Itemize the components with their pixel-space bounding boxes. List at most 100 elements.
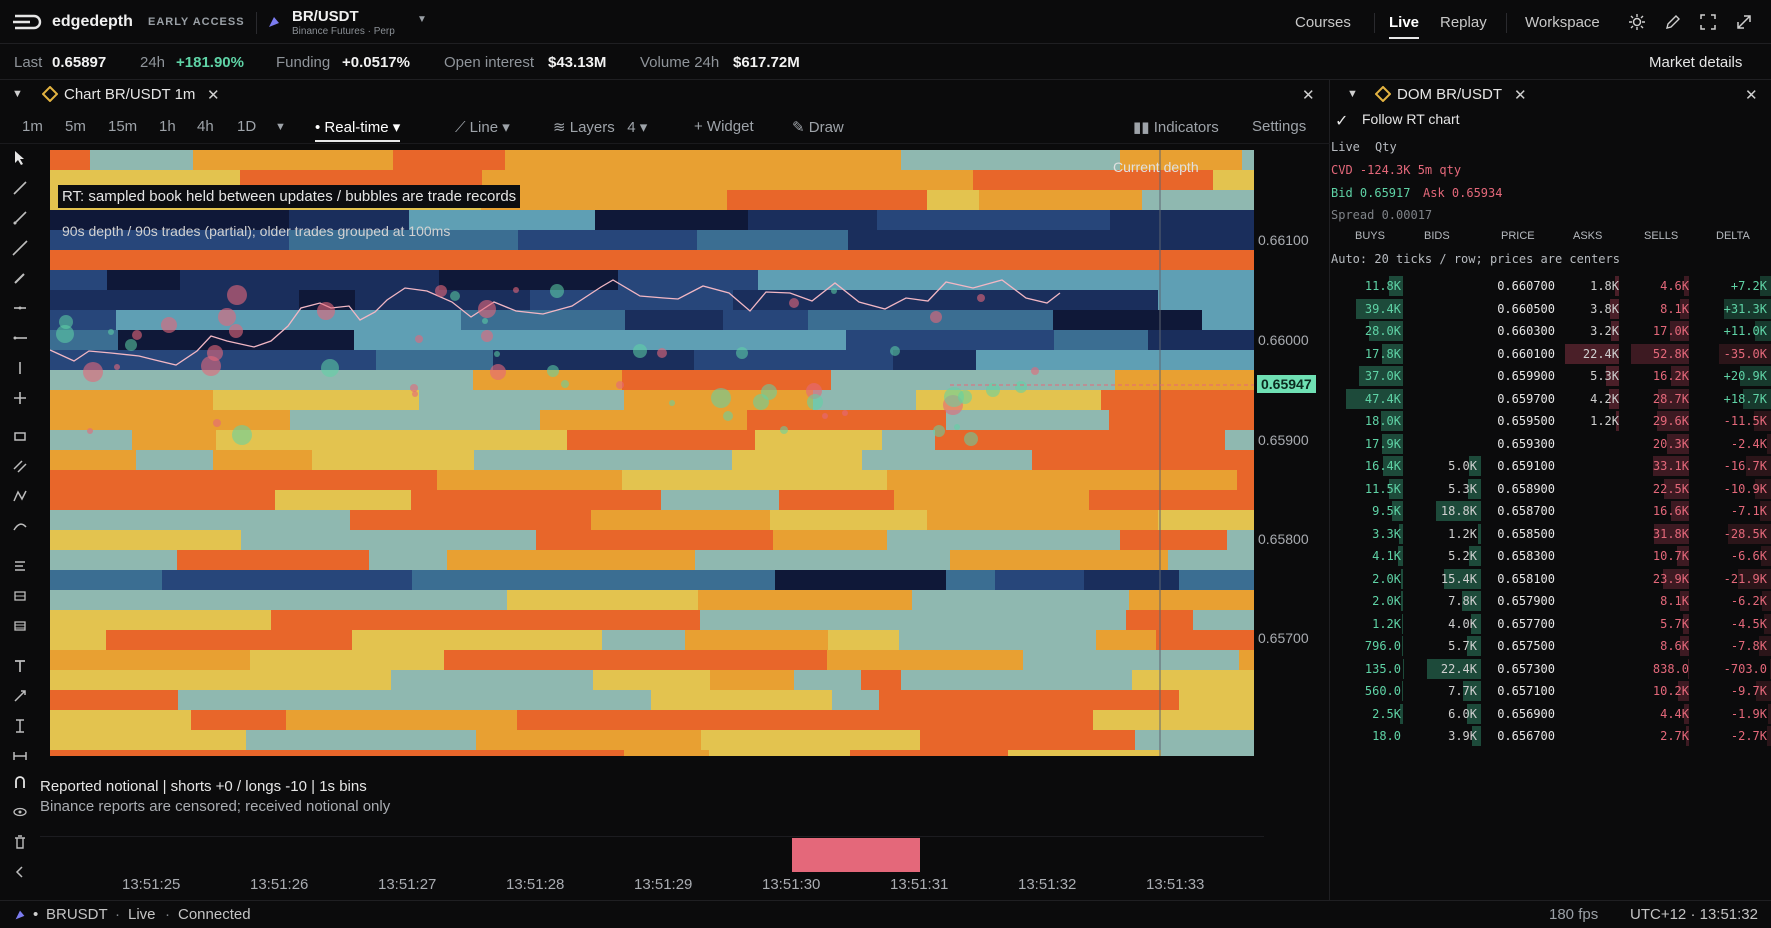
dom-row[interactable]: 18.0 3.9K 0.656700 2.7K -2.7K	[1331, 725, 1771, 748]
realtime-toggle[interactable]: • Real-time ▾	[315, 118, 401, 142]
add-widget-button[interactable]: + Widget	[694, 118, 754, 135]
tf-15m[interactable]: 15m	[108, 118, 138, 135]
dom-row[interactable]: 39.4K 0.660500 3.8K 8.1K +31.3K	[1331, 298, 1771, 321]
dom-delta: -7.1K	[1730, 504, 1767, 518]
tf-more-icon[interactable]: ▼	[275, 121, 286, 133]
dom-row[interactable]: 37.0K 0.659900 5.3K 16.2K +20.9K	[1331, 365, 1771, 388]
indicators-button[interactable]: ▮▮ Indicators	[1133, 118, 1219, 136]
dom-row[interactable]: 2.0K 7.8K 0.657900 8.1K -6.2K	[1331, 590, 1771, 613]
dom-row[interactable]: 16.4K 5.0K 0.659100 33.1K -16.7K	[1331, 455, 1771, 478]
panel-collapse-icon[interactable]: ▼	[12, 88, 23, 100]
depth-cell	[50, 290, 257, 310]
rectangle-icon[interactable]	[12, 428, 28, 444]
arrow-icon[interactable]	[12, 688, 28, 704]
date-range-icon[interactable]	[12, 748, 28, 764]
brush-icon[interactable]	[12, 270, 28, 286]
dom-row[interactable]: 1.2K 4.0K 0.657700 5.7K -4.5K	[1331, 613, 1771, 636]
collapse-toolbar-icon[interactable]	[12, 864, 28, 880]
chart-panel-close-icon[interactable]: ✕	[1302, 87, 1315, 104]
time-axis[interactable]: 13:51:25 13:51:26 13:51:27 13:51:28 13:5…	[40, 876, 1260, 896]
pencil-icon[interactable]	[1664, 13, 1682, 31]
dom-row[interactable]: 4.1K 5.2K 0.658300 10.7K -6.6K	[1331, 545, 1771, 568]
long-position-icon[interactable]	[12, 558, 28, 574]
dom-row[interactable]: 2.0K 15.4K 0.658100 23.9K -21.9K	[1331, 568, 1771, 591]
short-position-icon[interactable]	[12, 588, 28, 604]
horizontal-line-icon[interactable]	[12, 300, 28, 316]
dom-row[interactable]: 560.0 7.7K 0.657100 10.2K -9.7K	[1331, 680, 1771, 703]
nav-replay[interactable]: Replay	[1440, 14, 1487, 31]
depth-cell	[994, 410, 1051, 430]
price-axis[interactable]: 0.66100 0.66000 0.65900 0.65800 0.65700 …	[1254, 150, 1330, 756]
dom-panel-close-icon[interactable]: ✕	[1745, 87, 1758, 104]
dom-sells: 33.1K	[1652, 459, 1689, 473]
tf-5m[interactable]: 5m	[65, 118, 86, 135]
depth-cell	[1184, 730, 1254, 750]
dom-row[interactable]: 9.5K 18.8K 0.658700 16.6K -7.1K	[1331, 500, 1771, 523]
dom-row[interactable]: 796.0 5.7K 0.657500 8.6K -7.8K	[1331, 635, 1771, 658]
tab-qty[interactable]: Qty	[1375, 140, 1397, 154]
ray-icon[interactable]	[12, 210, 28, 226]
text-icon[interactable]	[12, 658, 28, 674]
dom-row[interactable]: 135.0 22.4K 0.657300 838.0 -703.0	[1331, 658, 1771, 681]
dom-sells: 23.9K	[1652, 571, 1689, 586]
visibility-eye-icon[interactable]	[12, 804, 28, 820]
cursor-icon[interactable]	[12, 150, 28, 166]
nav-workspace[interactable]: Workspace	[1525, 14, 1600, 31]
line-style-selector[interactable]: ⟋ Line ▾	[455, 119, 510, 136]
fullscreen-icon[interactable]	[1699, 13, 1717, 31]
dom-close-tab-icon[interactable]: ✕	[1514, 87, 1527, 104]
depth-cell	[709, 750, 850, 756]
notional-bar[interactable]	[792, 838, 920, 872]
dom-row[interactable]: 3.3K 1.2K 0.658500 31.8K -28.5K	[1331, 523, 1771, 546]
symbol-selector[interactable]: BR/USDT	[292, 8, 359, 25]
tf-1m[interactable]: 1m	[22, 118, 43, 135]
curve-icon[interactable]	[12, 518, 28, 534]
tf-1h[interactable]: 1h	[159, 118, 176, 135]
dom-row[interactable]: 18.0K 0.659500 1.2K 29.6K -11.5K	[1331, 410, 1771, 433]
market-details-link[interactable]: Market details	[1649, 54, 1743, 71]
trash-icon[interactable]	[12, 834, 28, 850]
expand-icon[interactable]	[1735, 13, 1753, 31]
dom-buys: 3.3K	[1372, 526, 1401, 541]
dom-row[interactable]: 17.8K 0.660100 22.4K 52.8K -35.0K	[1331, 343, 1771, 366]
dom-row[interactable]: 28.0K 0.660300 3.2K 17.0K +11.0K	[1331, 320, 1771, 343]
dom-row[interactable]: 47.4K 0.659700 4.2K 28.7K +18.7K	[1331, 388, 1771, 411]
chart-settings-button[interactable]: Settings	[1252, 118, 1307, 135]
crosshair-icon[interactable]	[12, 390, 28, 406]
range-icon[interactable]	[12, 618, 28, 634]
price-range-icon[interactable]	[12, 718, 28, 734]
layers-selector[interactable]: ≋ Layers 4 ▾	[553, 119, 648, 136]
tf-4h[interactable]: 4h	[197, 118, 214, 135]
dom-sells: 8.6K	[1660, 639, 1689, 653]
depth-cell	[50, 710, 191, 730]
dom-collapse-icon[interactable]: ▼	[1347, 88, 1358, 100]
follow-checkbox[interactable]: ✓	[1335, 113, 1349, 130]
parallel-channel-icon[interactable]	[12, 458, 28, 474]
dom-row[interactable]: 11.8K 0.660700 1.8K 4.6K +7.2K	[1331, 275, 1771, 298]
chart-close-tab-icon[interactable]: ✕	[207, 87, 220, 104]
dom-depth-bar	[1355, 298, 1403, 319]
edgedepth-logo-icon[interactable]	[12, 13, 44, 31]
depth-heatmap[interactable]	[50, 150, 1254, 756]
extended-line-icon[interactable]	[12, 240, 28, 256]
follow-rt-chart-label[interactable]: Follow RT chart	[1362, 111, 1460, 127]
trend-line-icon[interactable]	[12, 180, 28, 196]
tab-live[interactable]: Live	[1331, 140, 1360, 154]
nav-live[interactable]: Live	[1389, 14, 1420, 39]
heatmap-canvas[interactable]	[50, 150, 1254, 756]
magnet-icon[interactable]	[12, 774, 28, 790]
dom-row[interactable]: 17.9K 0.659300 20.3K -2.4K	[1331, 433, 1771, 456]
brand-name[interactable]: edgedepth	[52, 13, 133, 30]
dom-row[interactable]: 2.5K 6.0K 0.656900 4.4K -1.9K	[1331, 703, 1771, 726]
horizontal-ray-icon[interactable]	[12, 330, 28, 346]
vertical-line-icon[interactable]	[12, 360, 28, 376]
symbol-dropdown-icon[interactable]: ▼	[417, 14, 427, 25]
dom-row[interactable]: 11.5K 5.3K 0.658900 22.5K -10.9K	[1331, 478, 1771, 501]
path-icon[interactable]	[12, 488, 28, 504]
open-interest-value: $43.13M	[548, 54, 607, 71]
theme-sun-icon[interactable]	[1628, 13, 1646, 31]
tf-1d[interactable]: 1D	[237, 118, 257, 135]
depth-cell	[920, 730, 1135, 750]
nav-courses[interactable]: Courses	[1295, 14, 1351, 31]
draw-button[interactable]: ✎ Draw	[792, 119, 844, 136]
